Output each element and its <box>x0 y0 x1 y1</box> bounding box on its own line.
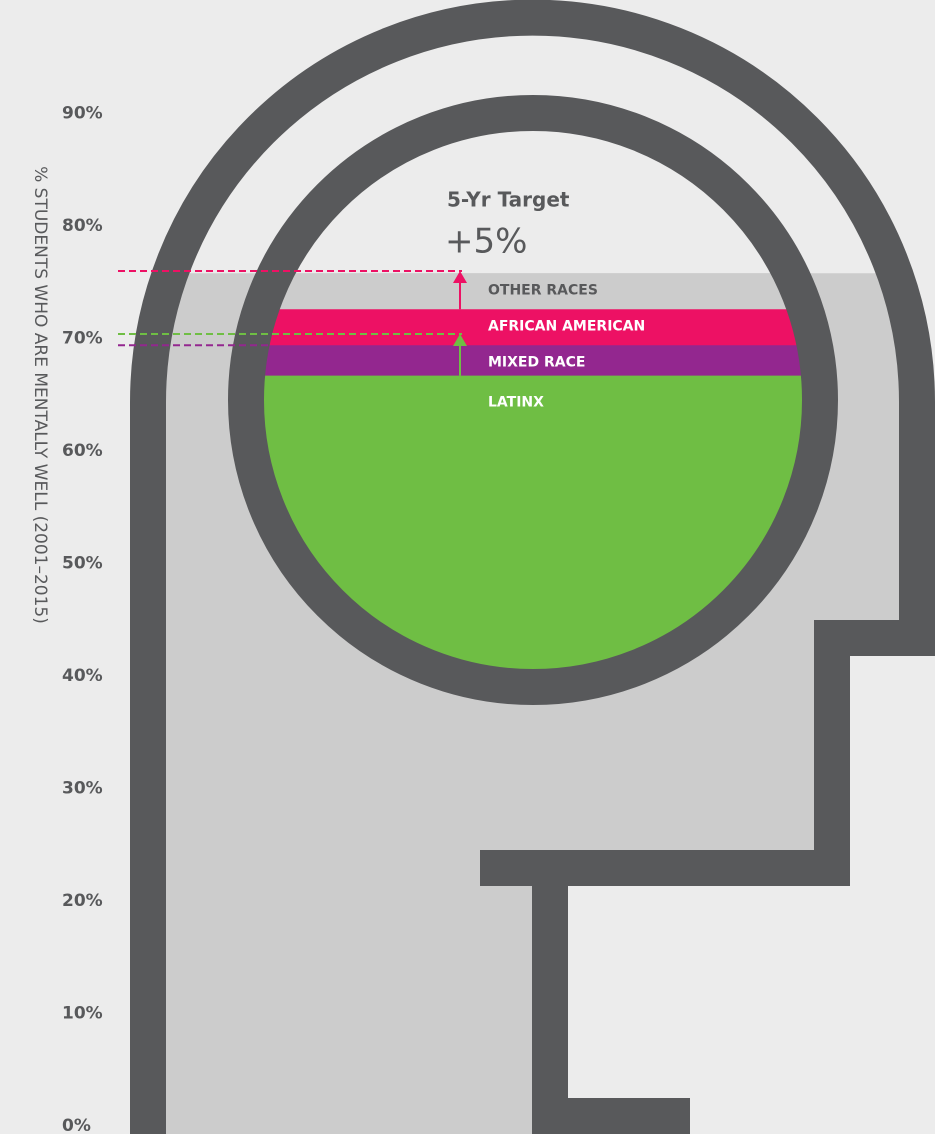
y-tick-label: 80% <box>62 216 103 236</box>
neck-path <box>532 868 690 1134</box>
y-tick-label: 10% <box>62 1004 103 1024</box>
series-label: LATINX <box>488 395 544 411</box>
head-path <box>130 0 935 1134</box>
y-tick-label: 50% <box>62 554 103 574</box>
series-label: OTHER RACES <box>488 282 598 298</box>
series-label: AFRICAN AMERICAN <box>488 318 645 334</box>
head-ring <box>228 95 838 705</box>
y-tick-label: 0% <box>62 1116 91 1134</box>
y-tick-label: 70% <box>62 329 103 349</box>
arrow-head <box>453 334 467 346</box>
y-tick-label: 30% <box>62 779 103 799</box>
y-tick-label: 40% <box>62 666 103 686</box>
y-tick-label: 90% <box>62 104 103 124</box>
y-tick-label: 20% <box>62 891 103 911</box>
annotation-title: 5-Yr Target <box>447 188 570 212</box>
annotation-value: +5% <box>445 222 527 262</box>
arrow-head <box>453 271 467 283</box>
series-label: MIXED RACE <box>488 354 585 370</box>
y-tick-label: 60% <box>62 441 103 461</box>
overlay: OTHER RACES AFRICAN AMERICAN MIXED RACE LAT… <box>118 270 645 411</box>
y-axis-label: % STUDENTS WHO ARE MENTALLY WELL (2001–2… <box>30 166 50 624</box>
head-outline <box>130 0 935 1134</box>
